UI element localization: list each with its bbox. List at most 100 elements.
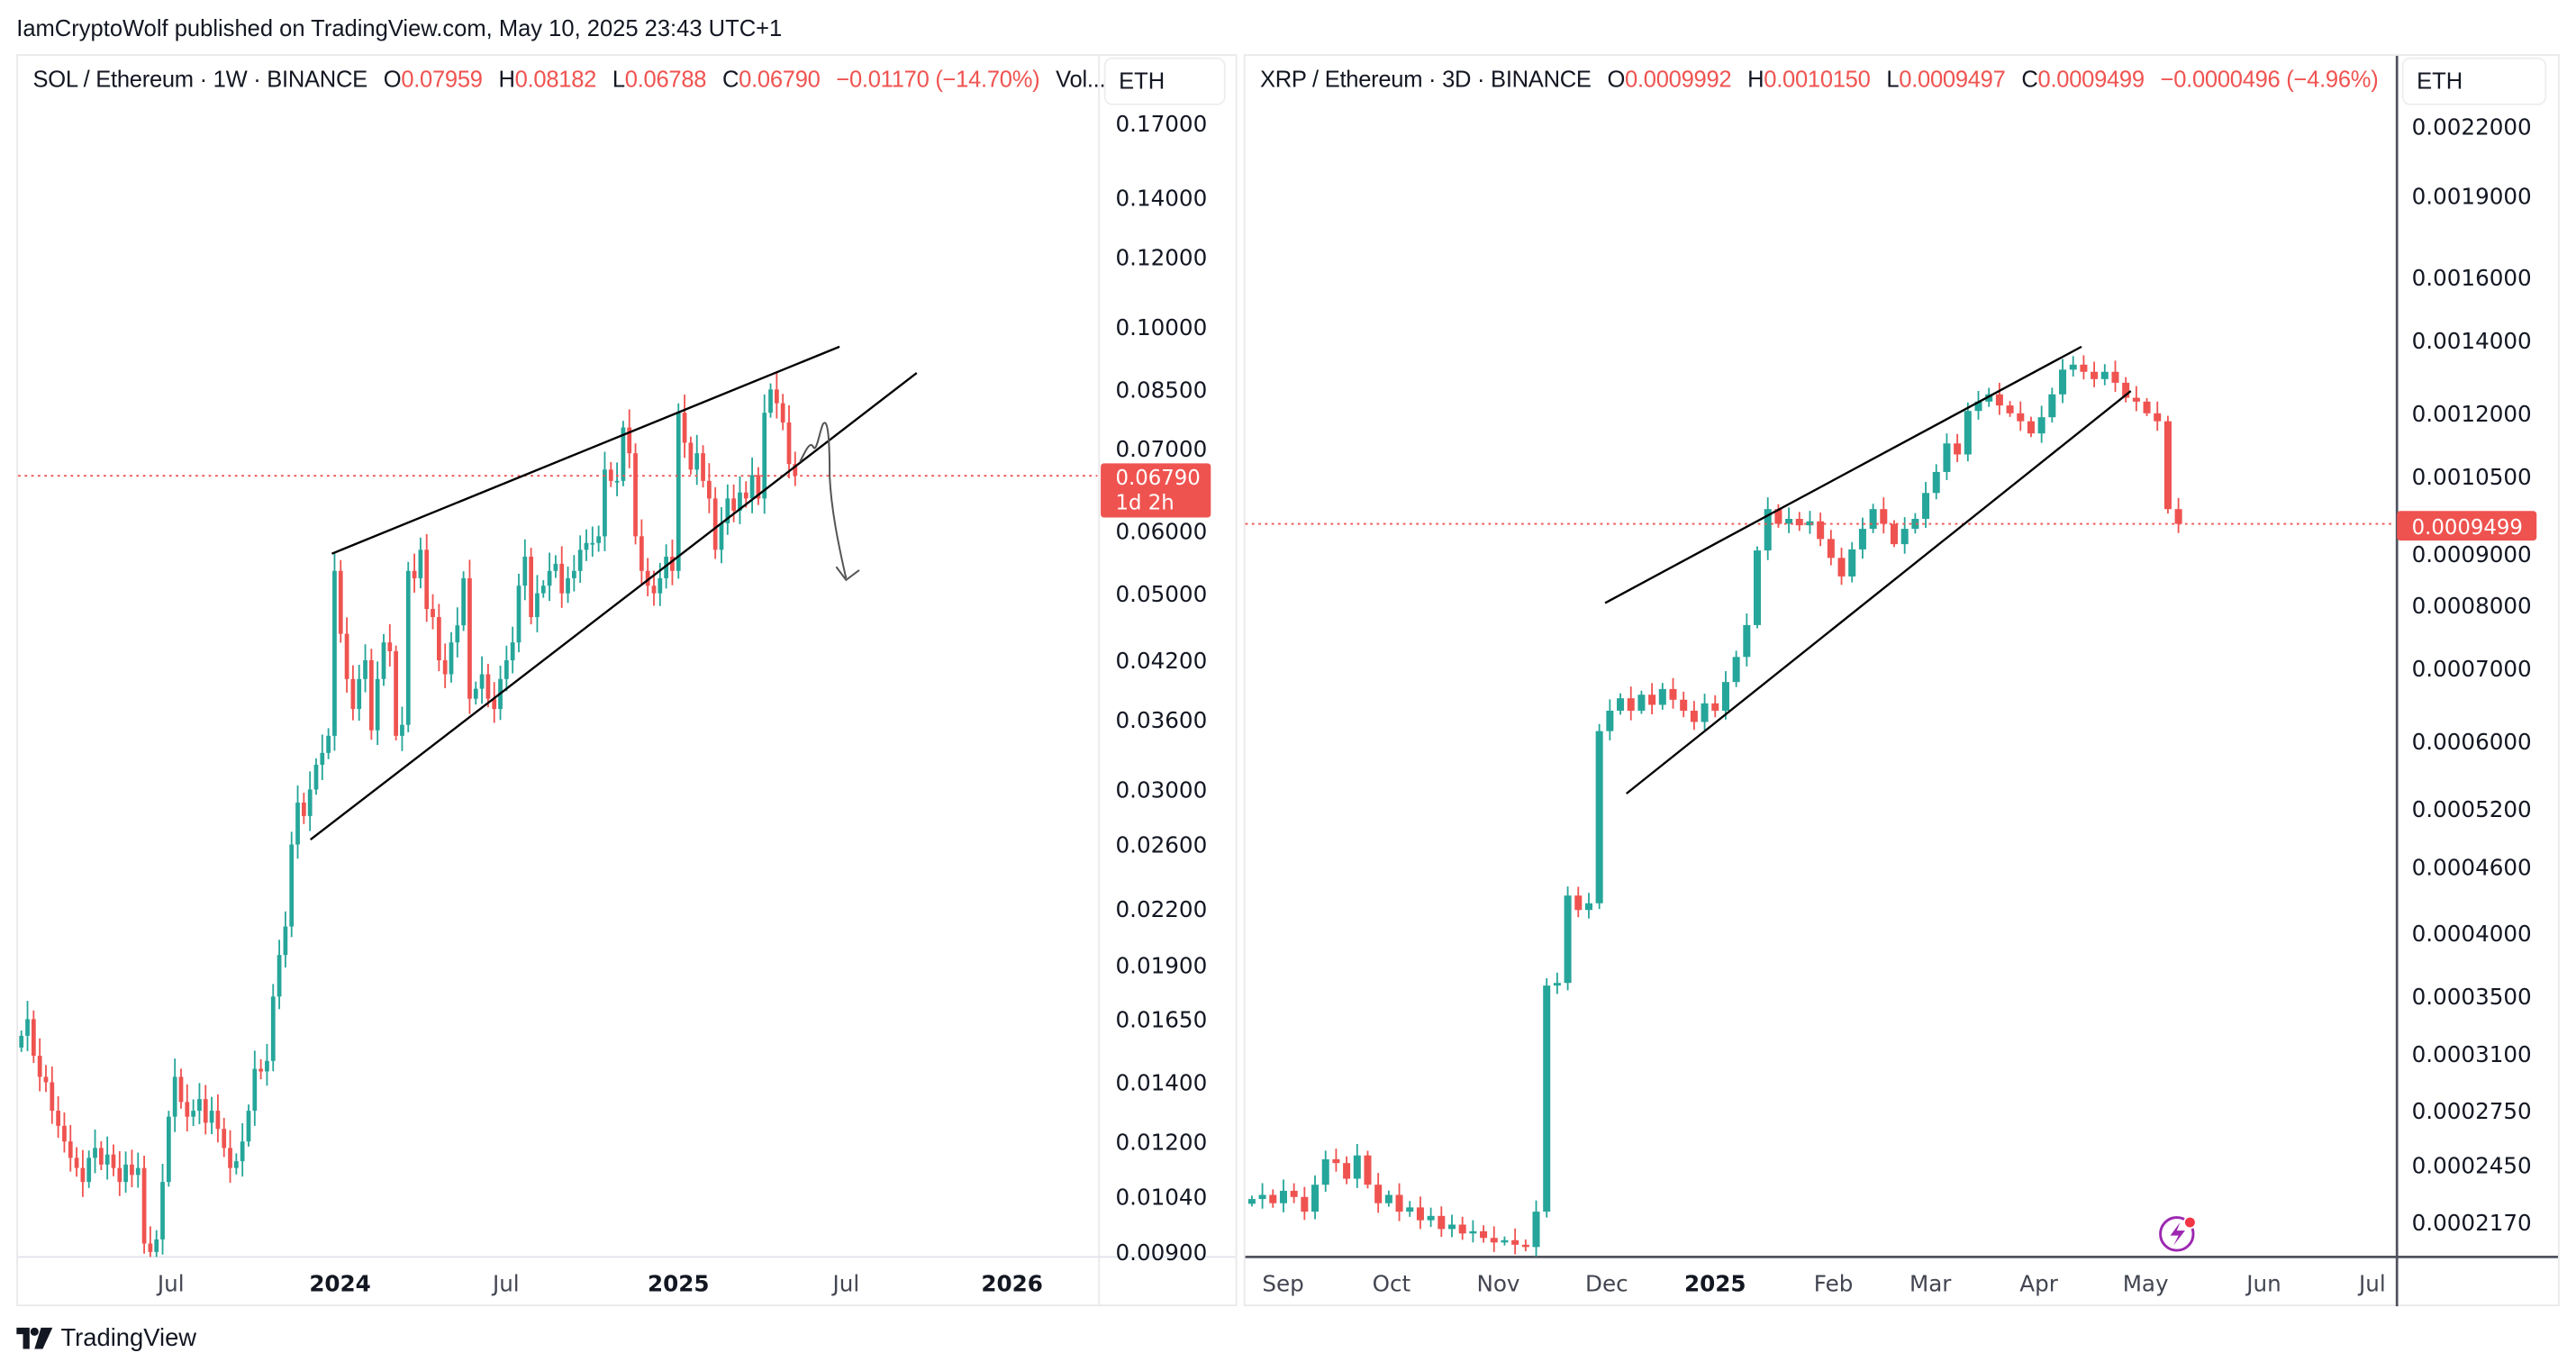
candle-body: [387, 642, 393, 651]
candle-body: [233, 1161, 239, 1168]
candle-body: [93, 1148, 97, 1158]
candle: [1701, 694, 1709, 731]
candle: [1848, 541, 1856, 583]
candle-body: [694, 453, 700, 470]
price-tick-label: 0.0004600: [2412, 855, 2532, 881]
candle: [2080, 355, 2088, 380]
candle: [148, 1226, 153, 1258]
candle: [117, 1150, 122, 1196]
sol-price-axis[interactable]: 0.17000 0.14000 0.12000 0.10000 0.08500 0.070…: [1115, 111, 1207, 1266]
candle: [209, 1096, 214, 1135]
candle-body: [62, 1125, 67, 1142]
price-tick-label: 0.01040: [1115, 1184, 1207, 1210]
price-tick-label: 0.0012000: [2412, 401, 2532, 427]
candle-body: [1343, 1163, 1351, 1179]
price-tick-label: 0.03000: [1115, 777, 1207, 804]
candle-body: [252, 1068, 258, 1112]
candle: [540, 580, 546, 598]
candle-body: [664, 557, 669, 578]
candle-body: [510, 642, 515, 661]
candle: [233, 1153, 239, 1175]
candle-body: [363, 660, 367, 679]
candle-body: [639, 536, 644, 571]
xrp-last-price-label: 0.0009499: [2397, 511, 2537, 541]
price-tick-label: 0.0019000: [2412, 184, 2532, 210]
time-tick-label: Feb: [1814, 1271, 1854, 1297]
candle: [706, 463, 712, 513]
candle-body: [1353, 1155, 1361, 1179]
candle-body: [1764, 509, 1772, 551]
trendlines[interactable]: [310, 345, 2132, 841]
candle-body: [400, 724, 404, 736]
candle-body: [418, 549, 423, 578]
candle: [86, 1150, 92, 1188]
sol-eth-chart-panel[interactable]: SOL / Ethereum · 1W · BINANCE O0.07959 H…: [16, 54, 1238, 1307]
candle-body: [1985, 394, 1993, 402]
candle: [774, 371, 779, 419]
candle: [633, 443, 638, 545]
candle: [584, 529, 589, 561]
candle-body: [350, 678, 356, 710]
candle-body: [228, 1148, 232, 1168]
wedge-lower-line[interactable]: [1626, 390, 2132, 794]
sol-time-axis[interactable]: Jul 2024 Jul 2025 Jul 2026: [156, 1271, 1043, 1297]
candle-body: [246, 1111, 251, 1142]
candle-body: [1332, 1158, 1340, 1164]
price-tick-label: 0.14000: [1115, 186, 1207, 212]
candle: [405, 561, 411, 732]
candle-body: [154, 1239, 159, 1252]
candle-body: [375, 678, 380, 731]
candle-body: [1321, 1158, 1329, 1185]
candle: [400, 706, 404, 751]
candle: [43, 1065, 49, 1093]
price-tick-label: 0.12000: [1115, 244, 1207, 270]
xrp-legend: XRP / Ethereum · 3D · BINANCE O0.0009992…: [1260, 65, 2379, 93]
candle-body: [1364, 1155, 1372, 1185]
candle-body: [1301, 1196, 1309, 1212]
candle: [639, 519, 644, 586]
candle: [1932, 464, 1940, 500]
currency-button[interactable]: ETH: [1103, 57, 1226, 105]
candle: [738, 476, 742, 524]
candle-body: [449, 642, 454, 675]
candle-body: [436, 617, 441, 661]
close-label: C: [721, 65, 739, 93]
price-tick-label: 0.0002750: [2412, 1098, 2532, 1124]
wedge-upper-line[interactable]: [331, 345, 840, 555]
candle-body: [780, 403, 785, 423]
candle-body: [25, 1019, 30, 1036]
symbol-title: XRP / Ethereum · 3D · BINANCE: [1260, 65, 1592, 93]
candle-body: [1606, 710, 1614, 731]
lightning-alert-icon[interactable]: [2159, 1215, 2197, 1252]
candle-body: [289, 844, 295, 927]
candle-body: [566, 577, 570, 594]
xrp-price-axis[interactable]: 0.0022000 0.0019000 0.0016000 0.0014000 0.00…: [2412, 114, 2532, 1237]
high-value: 0.0010150: [1764, 65, 1871, 93]
candle: [1332, 1149, 1340, 1172]
candle: [130, 1149, 134, 1188]
candle-body: [590, 542, 595, 545]
volume-label[interactable]: Vol...: [1056, 65, 1106, 93]
candle-body: [738, 492, 742, 511]
candle-body: [320, 752, 325, 765]
wedge-upper-line[interactable]: [1604, 345, 2082, 604]
price-tick-label: 0.01650: [1115, 1007, 1207, 1033]
xrp-candles: [1245, 355, 2396, 1257]
candle: [93, 1129, 97, 1174]
candle: [1880, 497, 1888, 534]
xrp-eth-chart-panel[interactable]: XRP / Ethereum · 3D · BINANCE O0.0009992…: [1243, 54, 2560, 1307]
currency-button[interactable]: ETH: [2401, 57, 2547, 105]
candle-body: [479, 674, 485, 689]
xrp-time-axis[interactable]: Sep Oct Nov Dec 2025 Feb Mar Apr May Jun Jul: [1262, 1271, 2385, 1297]
wedge-lower-line[interactable]: [310, 372, 918, 841]
candle-body: [676, 413, 681, 571]
hand-drawn-down-arrow[interactable]: [799, 422, 860, 582]
candle-body: [1553, 983, 1561, 986]
candle: [1869, 504, 1877, 533]
candle-body: [1458, 1224, 1466, 1234]
price-tick-label: 0.17000: [1115, 111, 1207, 137]
candle-body: [1890, 523, 1899, 545]
candle: [2037, 405, 2045, 443]
candle: [1458, 1216, 1466, 1240]
